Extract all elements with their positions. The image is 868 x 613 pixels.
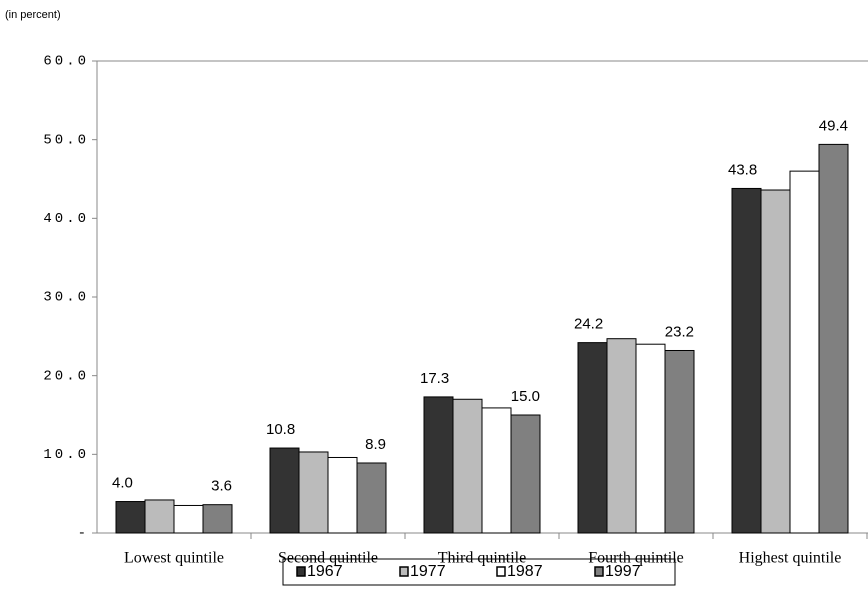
bar bbox=[298, 451, 329, 534]
x-tick-label: Fourth quintile bbox=[588, 550, 684, 567]
bar bbox=[731, 187, 762, 534]
bar bbox=[144, 499, 175, 534]
x-tick-label: Second quintile bbox=[278, 550, 378, 567]
bar bbox=[577, 342, 608, 534]
value-label: 15.0 bbox=[511, 388, 540, 405]
legend-label: 1997 bbox=[605, 563, 641, 580]
legend-swatch bbox=[296, 566, 306, 577]
value-label: 23.2 bbox=[665, 323, 694, 340]
value-label: 4.0 bbox=[112, 475, 133, 492]
annotation: (in percent) bbox=[5, 9, 61, 21]
value-label: 49.4 bbox=[819, 117, 848, 134]
y-tick-label: - bbox=[78, 526, 89, 542]
y-tick-label: 30.0 bbox=[43, 290, 89, 306]
bar bbox=[356, 462, 387, 534]
bar bbox=[173, 504, 204, 534]
bar bbox=[423, 396, 454, 534]
bar bbox=[789, 170, 820, 534]
x-tick-label: Third quintile bbox=[438, 550, 526, 567]
legend-label: 1987 bbox=[507, 563, 543, 580]
x-tick-label: Lowest quintile bbox=[124, 550, 224, 567]
bar bbox=[452, 398, 483, 534]
value-label: 17.3 bbox=[420, 370, 449, 387]
bar bbox=[115, 501, 146, 534]
bar bbox=[606, 338, 637, 534]
y-tick-label: 10.0 bbox=[43, 447, 89, 463]
bar bbox=[635, 343, 666, 534]
value-label: 24.2 bbox=[574, 316, 603, 333]
legend-swatch bbox=[399, 566, 409, 577]
y-tick-label: 20.0 bbox=[43, 368, 89, 384]
bar bbox=[818, 143, 849, 534]
legend-swatch bbox=[496, 566, 506, 577]
bar bbox=[510, 414, 541, 534]
value-label: 3.6 bbox=[211, 478, 232, 495]
bar bbox=[202, 504, 233, 534]
value-label: 10.8 bbox=[266, 421, 295, 438]
y-tick-label: 40.0 bbox=[43, 211, 89, 227]
bar bbox=[481, 407, 512, 534]
bar bbox=[269, 447, 300, 534]
legend-box bbox=[282, 558, 676, 586]
legend-swatch bbox=[594, 566, 604, 577]
bar bbox=[760, 189, 791, 534]
bar bbox=[664, 349, 695, 534]
x-tick-label: Highest quintile bbox=[739, 550, 842, 567]
value-label: 8.9 bbox=[365, 436, 386, 453]
legend-label: 1977 bbox=[410, 563, 446, 580]
y-tick-label: 60.0 bbox=[43, 54, 89, 70]
bar bbox=[327, 456, 358, 534]
value-label: 43.8 bbox=[728, 161, 757, 178]
legend-label: 1967 bbox=[307, 563, 343, 580]
y-tick-label: 50.0 bbox=[43, 132, 89, 148]
